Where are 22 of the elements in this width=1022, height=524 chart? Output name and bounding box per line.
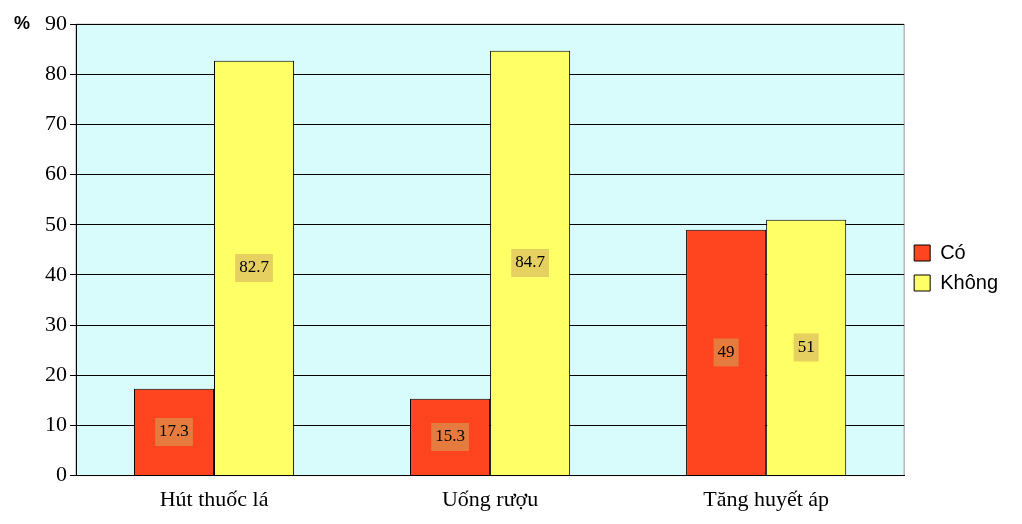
data-label: 84.7 [515, 252, 546, 272]
y-tick-label: 20 [45, 361, 67, 387]
x-tick-label: Tăng huyết áp [703, 485, 830, 511]
y-tick-label: 40 [45, 260, 67, 286]
y-tick-label: 50 [45, 210, 67, 236]
x-tick-label: Hút thuốc lá [159, 485, 269, 511]
y-tick-label: 60 [45, 160, 67, 186]
y-tick-label: 0 [56, 461, 67, 487]
data-label: 15.3 [435, 426, 465, 446]
y-tick-label: 70 [45, 110, 67, 136]
y-tick-label: 90 [45, 9, 67, 35]
y-axis-title: % [14, 13, 31, 34]
data-label: 51 [797, 336, 815, 356]
legend-label: Có [940, 240, 966, 263]
y-tick-label: 30 [45, 310, 67, 336]
data-label: 82.7 [239, 257, 270, 277]
data-label: 17.3 [159, 421, 189, 441]
y-tick-label: 80 [45, 60, 67, 86]
legend-label: Không [940, 270, 999, 293]
y-tick-label: 10 [45, 411, 67, 437]
data-label: 49 [717, 341, 735, 361]
x-tick-label: Uống rượu [441, 485, 539, 511]
